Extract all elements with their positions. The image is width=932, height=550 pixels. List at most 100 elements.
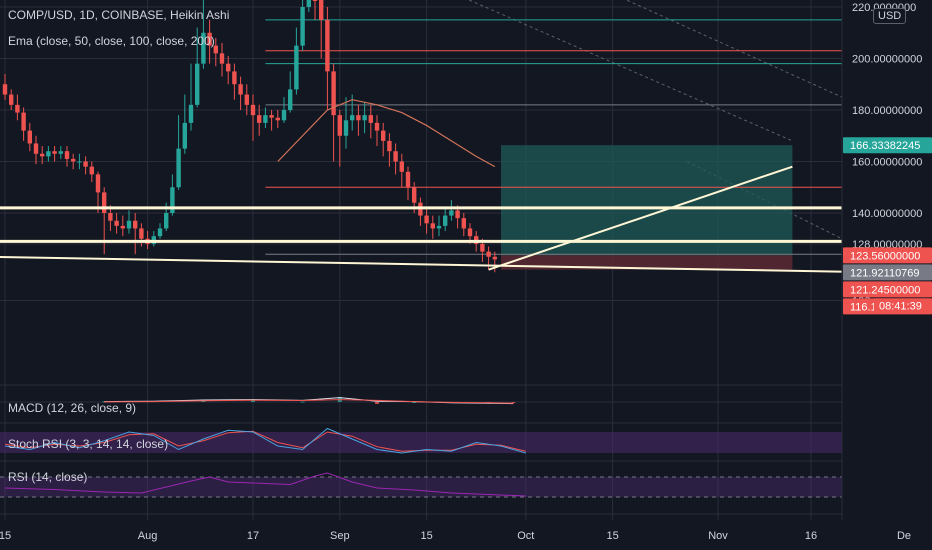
rsi-band — [0, 477, 842, 497]
candle-body — [2, 84, 8, 95]
ema-50-line — [277, 99, 496, 168]
rsi-legend[interactable]: RSI (14, close) — [8, 470, 88, 484]
price-marker — [843, 281, 932, 298]
candle-body — [350, 115, 355, 121]
candle-body — [126, 220, 132, 229]
candle-body — [139, 228, 144, 239]
macd-histogram-bar — [251, 400, 255, 402]
candle-body — [430, 223, 435, 229]
candle-body — [387, 140, 392, 152]
candle-body — [461, 218, 466, 229]
candle-body — [120, 225, 125, 229]
candle-body — [449, 210, 454, 216]
candle-body — [114, 220, 119, 226]
candle-body — [244, 94, 249, 105]
candle-body — [362, 115, 367, 121]
ema-legend[interactable]: Ema (close, 50, close, 100, close, 200) — [8, 34, 215, 48]
stoch-rsi-legend[interactable]: Stoch RSI (3, 3, 14, 14, close) — [8, 437, 169, 451]
candle-body — [393, 151, 398, 162]
macd-histogram-bar — [375, 402, 379, 404]
trend-line — [0, 256, 874, 274]
candle-body — [207, 32, 212, 46]
candle-body — [343, 120, 349, 136]
stoch-band — [0, 432, 842, 453]
candle-body — [269, 115, 274, 118]
macd-histogram-bar — [102, 401, 107, 403]
candle-body — [164, 213, 169, 229]
candle-body — [176, 148, 181, 188]
dashed-projection-line — [625, 0, 843, 98]
candle-body — [399, 161, 404, 172]
candle-body — [157, 228, 163, 237]
candles — [2, 0, 497, 273]
candle-body — [381, 130, 386, 141]
position-zones — [501, 145, 793, 270]
price-axis: 220.0000000200.00000000180.00000000160.0… — [841, 0, 932, 520]
time-tick-label: 16 — [805, 530, 817, 542]
ema-line — [277, 99, 496, 168]
price-marker-label: 121.92110769 — [850, 267, 920, 279]
stoch-k-line — [4, 427, 526, 454]
candle-body — [232, 71, 237, 85]
dashed-projection-line — [467, 0, 793, 142]
candle-body — [443, 215, 448, 226]
candle-body — [9, 94, 14, 105]
candle-body — [83, 161, 88, 167]
candle-body — [368, 115, 373, 123]
price-marker-label: 123.56000000 — [850, 250, 920, 262]
candle-body — [27, 130, 32, 144]
time-axis-background — [0, 520, 932, 550]
candle-body — [486, 251, 491, 257]
price-tick-label: 160.00000000 — [852, 157, 922, 169]
candle-body — [71, 158, 76, 162]
time-tick-label: Nov — [708, 530, 728, 542]
candle-body — [331, 71, 336, 116]
candle-body — [95, 174, 101, 193]
candle-body — [424, 215, 429, 224]
candle-body — [226, 63, 231, 72]
candle-body — [455, 210, 460, 219]
currency-badge[interactable]: USD — [873, 8, 907, 24]
candle-body — [182, 122, 187, 149]
candle-body — [250, 104, 256, 116]
candle-body — [374, 122, 380, 131]
candle-body — [480, 243, 485, 252]
countdown-badge — [874, 298, 932, 314]
time-tick-label: 17 — [247, 530, 259, 542]
candle-body — [201, 32, 206, 64]
candle-body — [294, 45, 299, 90]
candle-body — [467, 228, 473, 237]
candle-body — [77, 161, 82, 163]
candle-body — [306, 0, 311, 7]
time-tick-label: De — [897, 530, 911, 542]
candle-body — [492, 256, 497, 260]
price-marker — [843, 137, 932, 154]
candle-body — [40, 153, 45, 157]
time-tick-label: Aug — [138, 530, 158, 542]
countdown-label: 08:41:39 — [879, 300, 922, 312]
candle-body — [288, 89, 293, 110]
candle-body — [15, 104, 20, 113]
candle-body — [46, 151, 51, 157]
candle-body — [281, 110, 287, 121]
horizontal-levels — [265, 19, 842, 255]
candle-body — [300, 7, 305, 46]
macd-signal-line — [104, 399, 514, 404]
time-tick-label: 15 — [420, 530, 432, 542]
price-tick-label: 200.00000000 — [852, 54, 922, 66]
price-marker-label: 166.33382245 — [850, 140, 920, 152]
candle-body — [325, 19, 330, 72]
macd-legend[interactable]: MACD (12, 26, close, 9) — [8, 401, 137, 415]
candle-body — [275, 117, 280, 121]
candle-body — [33, 143, 39, 154]
candle-body — [52, 151, 57, 154]
candle-body — [238, 84, 243, 95]
trend-line — [488, 165, 793, 271]
price-tick-label: 140.00000000 — [852, 208, 922, 220]
candle-body — [58, 151, 63, 154]
candle-body — [21, 112, 26, 131]
candle-body — [89, 166, 94, 175]
indicator-panes: 0.0050.000.00000000 — [0, 397, 910, 498]
